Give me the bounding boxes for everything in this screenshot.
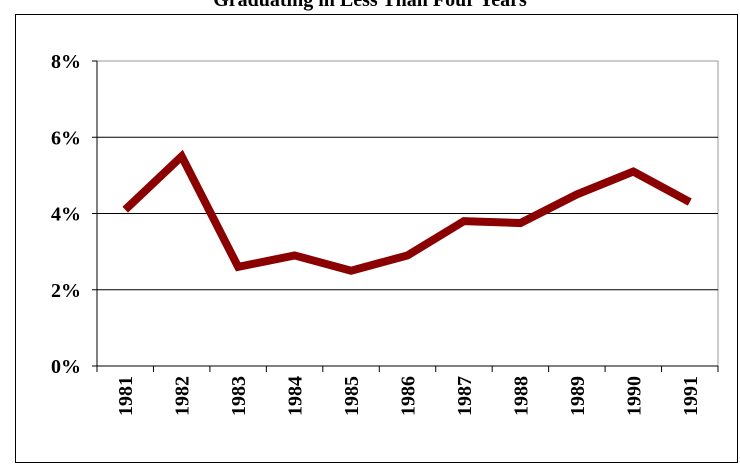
- x-tick-label: 1986: [398, 376, 420, 416]
- x-tick-label: 1991: [680, 376, 702, 416]
- x-tick-label: 1990: [623, 376, 645, 416]
- x-tick-label: 1985: [341, 376, 363, 416]
- x-tick-label: 1984: [285, 376, 307, 416]
- y-tick-label: 6%: [51, 127, 81, 149]
- y-tick-label: 8%: [51, 51, 81, 73]
- x-tick-label: 1987: [454, 376, 476, 416]
- x-tick-label: 1983: [228, 376, 250, 416]
- y-tick-label: 2%: [51, 280, 81, 302]
- y-tick-label: 4%: [51, 204, 81, 226]
- x-tick-label: 1988: [510, 376, 532, 416]
- y-tick-label: 0%: [51, 356, 81, 378]
- x-tick-label: 1982: [172, 376, 194, 416]
- chart-frame: [15, 14, 738, 463]
- line-series: [122, 149, 692, 275]
- chart-title: Graduating in Less Than Four Years: [213, 0, 527, 11]
- x-tick-label: 1981: [115, 376, 137, 416]
- x-tick-label: 1989: [567, 376, 589, 416]
